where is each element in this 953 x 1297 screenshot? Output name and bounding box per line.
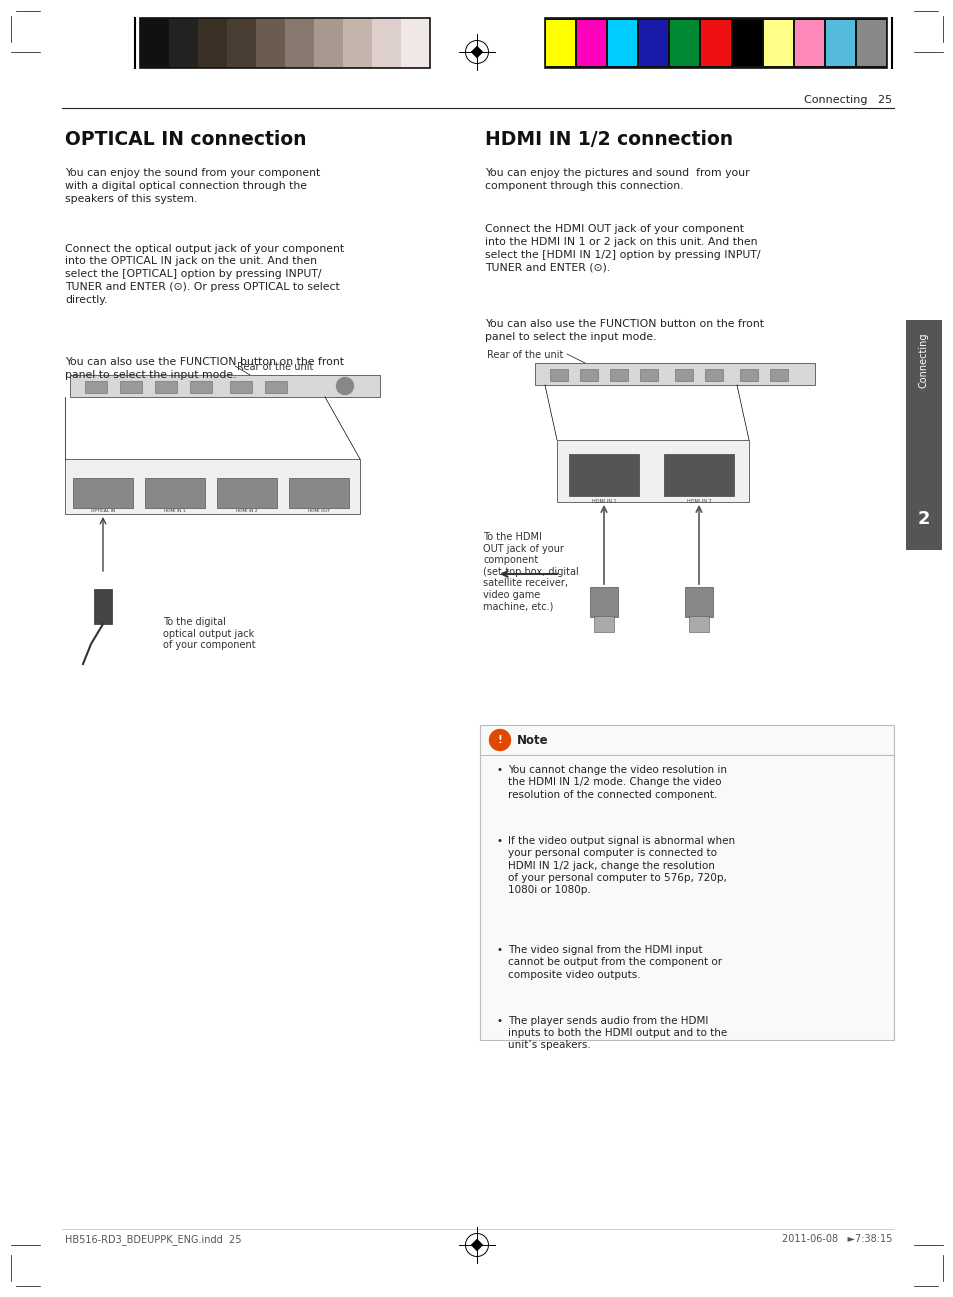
Text: •: •: [496, 765, 501, 776]
Text: To the HDMI
OUT jack of your
component
(set-top box, digital
satellite receiver,: To the HDMI OUT jack of your component (…: [482, 532, 578, 612]
Bar: [639, 370, 658, 381]
Bar: [265, 381, 287, 393]
Bar: [94, 589, 112, 624]
Bar: [608, 19, 637, 66]
Bar: [400, 18, 430, 67]
Text: Connect the optical output jack of your component
into the OPTICAL IN jack on th: Connect the optical output jack of your …: [65, 244, 344, 305]
Bar: [314, 18, 343, 67]
Bar: [856, 19, 885, 66]
Bar: [190, 381, 212, 393]
Bar: [85, 381, 107, 393]
Bar: [535, 363, 814, 385]
Text: You can also use the FUNCTION button on the front
panel to select the input mode: You can also use the FUNCTION button on …: [65, 358, 344, 380]
Text: •: •: [496, 946, 501, 955]
Text: HB516-RD3_BDEUPPK_ENG.indd  25: HB516-RD3_BDEUPPK_ENG.indd 25: [65, 1233, 241, 1245]
Bar: [568, 454, 639, 495]
Circle shape: [336, 377, 354, 394]
Bar: [639, 19, 668, 66]
Bar: [230, 381, 252, 393]
Text: 2011-06-08   ►7:38:15: 2011-06-08 ►7:38:15: [781, 1233, 891, 1244]
Bar: [289, 479, 349, 508]
Bar: [544, 18, 886, 67]
Bar: [905, 320, 941, 550]
Text: HDMI IN 2: HDMI IN 2: [686, 499, 711, 505]
Bar: [675, 370, 692, 381]
Bar: [704, 370, 722, 381]
Text: HDMI IN 1: HDMI IN 1: [164, 508, 186, 514]
Bar: [140, 18, 430, 67]
Bar: [577, 19, 605, 66]
Bar: [700, 19, 730, 66]
Text: Connecting: Connecting: [918, 332, 928, 388]
Bar: [740, 370, 758, 381]
Bar: [589, 588, 618, 617]
Bar: [688, 616, 708, 632]
Bar: [372, 18, 400, 67]
Bar: [216, 479, 276, 508]
Text: OPTICAL IN: OPTICAL IN: [91, 508, 115, 514]
Bar: [70, 375, 379, 397]
Bar: [544, 18, 886, 67]
Text: Connecting   25: Connecting 25: [803, 95, 891, 105]
Text: If the video output signal is abnormal when
your personal computer is connected : If the video output signal is abnormal w…: [507, 835, 735, 895]
Text: Note: Note: [517, 734, 548, 747]
Bar: [794, 19, 823, 66]
Bar: [227, 18, 255, 67]
Bar: [120, 381, 142, 393]
Text: To the digital
optical output jack
of your component: To the digital optical output jack of yo…: [163, 617, 255, 650]
Bar: [255, 18, 285, 67]
Bar: [769, 370, 787, 381]
Bar: [479, 725, 893, 1040]
Text: You can also use the FUNCTION button on the front
panel to select the input mode: You can also use the FUNCTION button on …: [484, 319, 763, 342]
Bar: [579, 370, 598, 381]
Bar: [73, 479, 132, 508]
Bar: [594, 616, 614, 632]
Text: •: •: [496, 835, 501, 846]
Bar: [65, 459, 359, 514]
Bar: [198, 18, 227, 67]
Text: You cannot change the video resolution in
the HDMI IN 1/2 mode. Change the video: You cannot change the video resolution i…: [507, 765, 726, 800]
Text: Rear of the unit: Rear of the unit: [236, 362, 313, 372]
Text: OPTICAL IN connection: OPTICAL IN connection: [65, 130, 306, 149]
Text: HDMI IN 1/2 connection: HDMI IN 1/2 connection: [484, 130, 732, 149]
Bar: [285, 18, 314, 67]
Bar: [550, 370, 567, 381]
Bar: [140, 18, 169, 67]
Text: HDMI IN 1: HDMI IN 1: [591, 499, 616, 505]
Bar: [154, 381, 177, 393]
Circle shape: [489, 729, 510, 751]
Text: Connect the HDMI OUT jack of your component
into the HDMI IN 1 or 2 jack on this: Connect the HDMI OUT jack of your compon…: [484, 224, 760, 272]
Polygon shape: [470, 1239, 483, 1252]
Text: You can enjoy the pictures and sound  from your
component through this connectio: You can enjoy the pictures and sound fro…: [484, 169, 749, 191]
Text: The player sends audio from the HDMI
inputs to both the HDMI output and to the
u: The player sends audio from the HDMI inp…: [507, 1016, 726, 1051]
Bar: [169, 18, 198, 67]
Bar: [145, 479, 205, 508]
Bar: [762, 19, 792, 66]
Bar: [557, 440, 748, 502]
Text: 2: 2: [917, 510, 929, 528]
Bar: [684, 588, 712, 617]
Bar: [825, 19, 854, 66]
Text: !: !: [497, 735, 502, 744]
Bar: [545, 19, 575, 66]
Text: •: •: [496, 1016, 501, 1026]
Text: HDMI OUT: HDMI OUT: [308, 508, 330, 514]
Text: Rear of the unit: Rear of the unit: [486, 350, 563, 361]
Bar: [343, 18, 372, 67]
Polygon shape: [470, 45, 483, 58]
Text: You can enjoy the sound from your component
with a digital optical connection th: You can enjoy the sound from your compon…: [65, 169, 320, 204]
Text: HDMI IN 2: HDMI IN 2: [236, 508, 257, 514]
Text: The video signal from the HDMI input
cannot be output from the component or
comp: The video signal from the HDMI input can…: [507, 946, 721, 979]
Bar: [670, 19, 699, 66]
Bar: [609, 370, 627, 381]
Bar: [732, 19, 760, 66]
Bar: [663, 454, 733, 495]
